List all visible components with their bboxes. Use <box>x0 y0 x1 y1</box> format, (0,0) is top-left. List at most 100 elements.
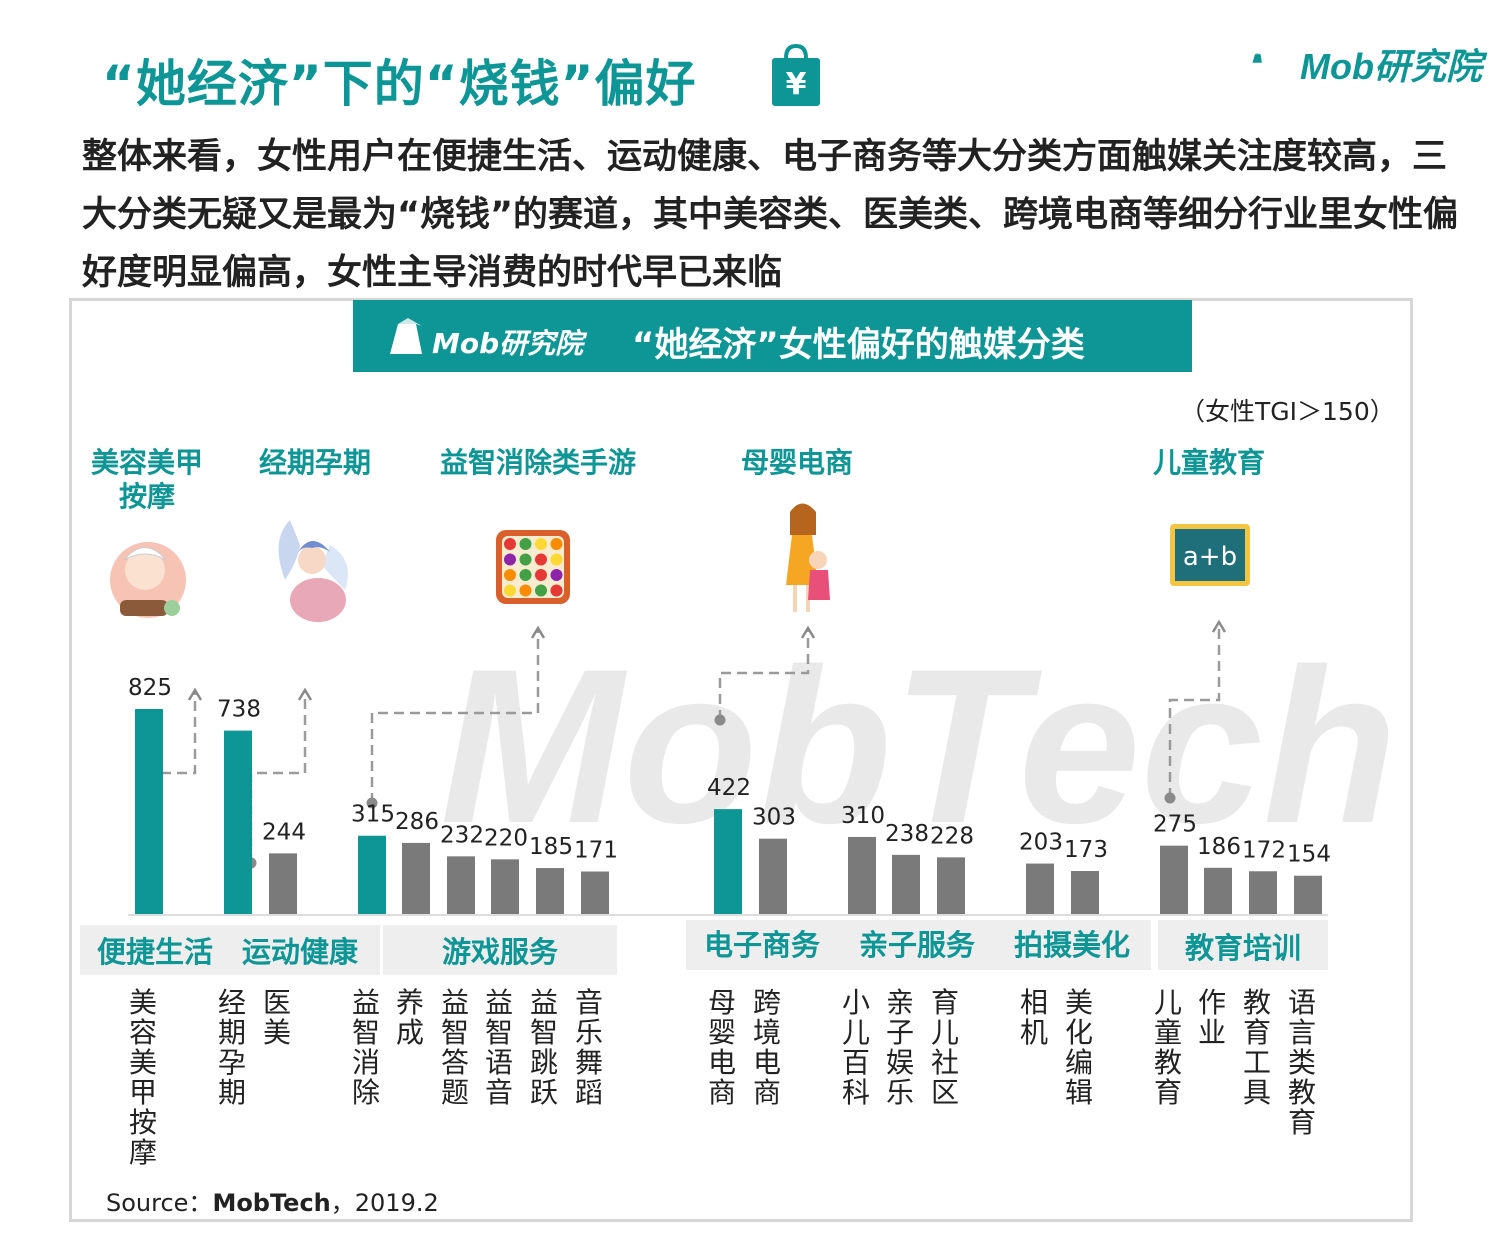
category-label-char: 电 <box>753 1046 781 1079</box>
chart-title: “她经济”女性偏好的触媒分类 <box>632 325 1085 365</box>
category-label-char: 童 <box>1154 1016 1182 1049</box>
bar <box>581 871 609 914</box>
value-label: 244 <box>262 819 306 845</box>
source-org: MobTech <box>212 1189 331 1217</box>
category-label-char: 机 <box>1020 1016 1048 1049</box>
mother-child-icon <box>786 503 830 612</box>
category-label-char: 具 <box>1243 1076 1271 1109</box>
category-label-char: 百 <box>842 1046 870 1079</box>
category-label-char: 养 <box>396 986 424 1019</box>
category-label-char: 美 <box>263 1016 291 1049</box>
watermark: MobTech <box>440 623 1397 869</box>
category-label-char: 益 <box>485 986 513 1019</box>
value-label: 286 <box>395 809 439 835</box>
category-label-char: 娱 <box>886 1046 914 1079</box>
value-label: 154 <box>1287 842 1331 868</box>
svg-text:¥: ¥ <box>786 67 807 102</box>
connector-dot <box>1164 792 1176 804</box>
arrow-head <box>530 625 546 639</box>
tgi-note: （女性TGI＞150） <box>1180 397 1395 426</box>
bar <box>1249 871 1277 914</box>
callout-connector <box>249 690 307 863</box>
category-label-char: 社 <box>931 1046 959 1079</box>
bar <box>491 859 519 914</box>
bar <box>1294 875 1322 914</box>
category-label-char: 子 <box>886 1016 914 1049</box>
category-group-box <box>383 925 617 975</box>
category-label-char: 孕 <box>218 1046 246 1079</box>
callout-title: 儿童教育 <box>1153 446 1265 479</box>
bar <box>1026 863 1054 914</box>
mob-logo-white-icon <box>390 318 422 354</box>
category-label-char: 美 <box>129 986 157 1019</box>
bar <box>536 868 564 914</box>
category-label-char: 美 <box>129 1046 157 1079</box>
category-label-char: 消 <box>352 1046 380 1079</box>
bar <box>269 853 297 914</box>
category-label-char: 类 <box>1288 1046 1316 1079</box>
category-label-char: 区 <box>931 1076 959 1109</box>
bar <box>402 842 430 914</box>
category-label-char: 相 <box>1020 986 1048 1019</box>
category-label-char: 成 <box>396 1016 424 1049</box>
group-label: 亲子服务 <box>859 928 975 962</box>
category-label-char: 经 <box>218 986 246 1019</box>
category-label-char: 除 <box>352 1076 380 1109</box>
connector-dot <box>714 714 726 726</box>
fruit-puzzle-game-icon <box>496 530 570 604</box>
category-label-char: 儿 <box>931 1016 959 1049</box>
value-label: 238 <box>885 821 929 847</box>
summary-text: 整体来看，女性用户在便捷生活、运动健康、电子商务等大分类方面触媒关注度较高，三大… <box>82 137 1459 293</box>
category-label-char: 母 <box>708 986 736 1019</box>
arrow-head <box>187 687 203 701</box>
category-label-char: 音 <box>575 986 603 1019</box>
source-label: Source： <box>106 1189 213 1217</box>
category-group-box <box>1158 920 1328 970</box>
value-label: 171 <box>574 838 618 864</box>
bar <box>937 857 965 914</box>
category-label-char: 儿 <box>1154 986 1182 1019</box>
category-label-char: 题 <box>441 1076 469 1109</box>
category-label-char: 语 <box>1288 986 1316 1019</box>
category-label-char: 益 <box>530 986 558 1019</box>
category-label-char: 智 <box>352 1016 380 1049</box>
category-label-char: 作 <box>1198 986 1226 1019</box>
face-mask-woman-icon <box>110 542 186 618</box>
category-label-char: 乐 <box>575 1016 603 1049</box>
bar <box>447 856 475 914</box>
category-label-char: 商 <box>753 1076 781 1109</box>
bar <box>358 835 386 914</box>
callout-title: 母婴电商 <box>741 446 853 479</box>
category-label-char: 育 <box>1288 1106 1316 1139</box>
category-label-char: 按 <box>129 1106 157 1139</box>
category-label-char: 教 <box>1154 1046 1182 1079</box>
page-title: “她经济”下的“烧钱”偏好 <box>102 55 697 113</box>
chalkboard-text: a+b <box>1183 542 1237 572</box>
callout-title: 美容美甲 <box>91 446 203 479</box>
category-label-char: 育 <box>1154 1076 1182 1109</box>
category-label-char: 期 <box>218 1016 246 1049</box>
group-label: 游戏服务 <box>442 935 558 969</box>
category-label-char: 工 <box>1243 1046 1271 1079</box>
category-label-char: 小 <box>842 986 870 1019</box>
bar <box>1160 845 1188 914</box>
category-group-box <box>686 920 1151 970</box>
chart-banner <box>353 300 1192 372</box>
connector-dot <box>366 797 378 809</box>
category-label-char: 教 <box>1288 1076 1316 1109</box>
value-label: 422 <box>707 775 751 801</box>
bar <box>714 809 742 914</box>
category-label-char: 跃 <box>530 1076 558 1109</box>
category-label-char: 音 <box>485 1076 513 1109</box>
bar <box>892 854 920 914</box>
shopping-bag-yen-icon: ¥ <box>772 44 820 106</box>
category-label-char: 化 <box>1065 1016 1093 1049</box>
value-label: 172 <box>1242 837 1286 863</box>
value-label: 738 <box>217 697 261 723</box>
callout-title: 按摩 <box>119 480 175 513</box>
category-label-char: 蹈 <box>575 1076 603 1109</box>
callout-connector <box>718 628 810 720</box>
group-label: 便捷生活 <box>97 935 213 969</box>
category-label-char: 乐 <box>886 1076 914 1109</box>
value-label: 232 <box>440 822 484 848</box>
